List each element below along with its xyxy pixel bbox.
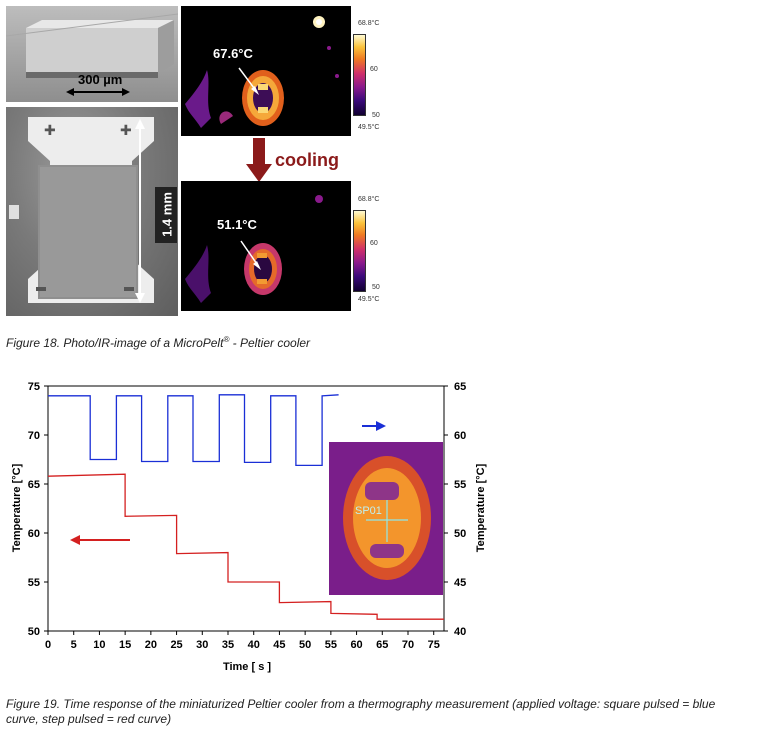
length-label-box: 1.4 mm [156,187,178,243]
x-tick-label: 15 [119,639,131,651]
y-tick-label-left: 50 [28,626,40,638]
y-tick-label-left: 55 [28,577,40,589]
x-tick-label: 25 [170,639,182,651]
figure19-caption: Figure 19. Time response of the miniatur… [6,697,716,726]
x-tick-label: 55 [325,639,337,651]
colorbar-tick-50-bottom: 50 [372,284,380,291]
x-tick-label: 10 [93,639,105,651]
figure18-caption-tail: - Peltier cooler [229,336,311,350]
x-tick-label: 5 [71,639,77,651]
sem-photo-top: 300 µm [6,6,178,102]
colorbar-bottom [353,210,366,292]
x-tick-label: 30 [196,639,208,651]
colorbar-min-bottom: 49.5°C [358,296,380,303]
x-tick-label: 60 [350,639,362,651]
svg-text:✚: ✚ [120,123,132,139]
colorbar-tick-60-bottom: 60 [370,240,378,247]
colorbar-tick-50-top: 50 [372,112,380,119]
ir-image-after: 51.1°C [181,181,351,311]
x-tick-label: 40 [248,639,260,651]
y-tick-label-right: 65 [454,381,466,393]
y-axis-title-right: Temperature [°C] [475,463,487,552]
cooling-label: cooling [275,150,339,170]
y-tick-label-left: 70 [28,430,40,442]
temp-after-label: 51.1°C [217,217,257,232]
registered-mark: ® [223,335,230,344]
x-tick-label: 65 [376,639,388,651]
x-axis-title: Time [ s ] [223,661,271,673]
figure18-caption: Figure 18. Photo/IR-image of a MicroPelt… [6,335,310,350]
x-tick-label: 70 [402,639,414,651]
y-tick-label-right: 60 [454,430,466,442]
time-response-chart: SP01 0 5 10 15 20 25 30 35 40 45 50 55 60 65 70 75 50 55 6… [11,381,487,673]
svg-text:✚: ✚ [44,123,56,139]
colorbar-max-bottom: 68.8°C [358,196,380,203]
y-tick-label-left: 65 [28,479,40,491]
scale-bar-label: 300 µm [78,72,123,87]
temp-before-label: 67.6°C [213,46,253,61]
x-tick-label: 50 [299,639,311,651]
y-axis-title-left: Temperature [°C] [11,463,23,552]
ir-image-before: 67.6°C [181,6,351,136]
colorbar-top [353,34,366,116]
red-step-curve [47,473,444,620]
x-tick-label: 45 [273,639,285,651]
left-axis-arrow-icon [70,535,130,545]
inset-sp01-label: SP01 [355,505,382,517]
x-tick-label: 75 [428,639,440,651]
x-tick-label: 0 [45,639,51,651]
y-tick-label-right: 50 [454,528,466,540]
colorbar-max-top: 68.8°C [358,20,380,27]
inset-thermal-image: SP01 [329,442,443,595]
length-label: 1.4 mm [159,192,175,237]
colorbar-min-top: 49.5°C [358,124,380,131]
colorbar-tick-60-top: 60 [370,66,378,73]
y-tick-label-right: 40 [454,626,466,638]
x-tick-label: 20 [145,639,157,651]
plot-frame [47,385,445,632]
cooling-arrow-icon [246,138,272,182]
sem-photo-bottom: ✚ ✚ 1.4 mm [6,107,178,316]
x-tick-label: 35 [222,639,234,651]
y-tick-label-left: 60 [28,528,40,540]
figure18-caption-main: Figure 18. Photo/IR-image of a MicroPelt [6,336,224,350]
blue-square-pulse-curve [48,394,339,467]
right-axis-arrow-icon [362,421,386,431]
y-tick-label-right: 55 [454,479,466,491]
y-tick-label-right: 45 [454,577,466,589]
y-tick-label-left: 75 [28,381,40,393]
